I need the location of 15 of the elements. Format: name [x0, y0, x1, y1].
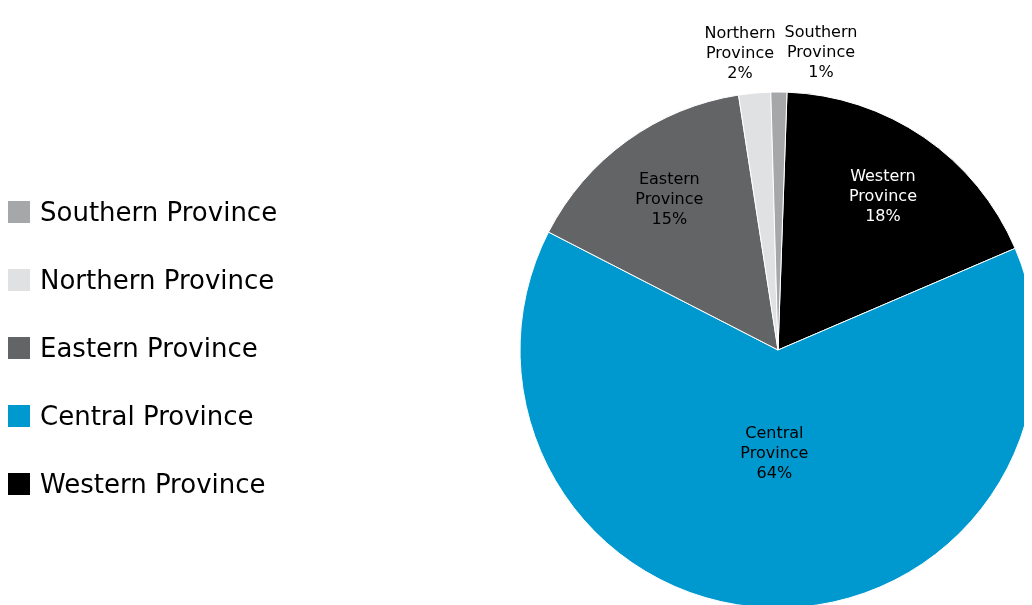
slice-label: Western Province	[848, 166, 917, 206]
data-label: 15%	[651, 208, 688, 228]
slice-label: Eastern Province	[635, 168, 704, 208]
legend-label: Northern Province	[40, 265, 275, 295]
data-label: 1%	[808, 61, 834, 81]
legend-label: Central Province	[40, 401, 254, 431]
legend-label: Western Province	[40, 469, 266, 499]
data-label: 2%	[727, 62, 753, 82]
data-label: 64%	[756, 462, 793, 482]
data-label: 18%	[865, 206, 901, 226]
slice-label: Southern Province	[784, 21, 858, 61]
legend-label: Southern Province	[40, 197, 278, 227]
slice-label: Northern Province	[704, 22, 776, 62]
slice-label: Central Province	[740, 422, 809, 462]
legend-label: Eastern Province	[40, 333, 258, 363]
